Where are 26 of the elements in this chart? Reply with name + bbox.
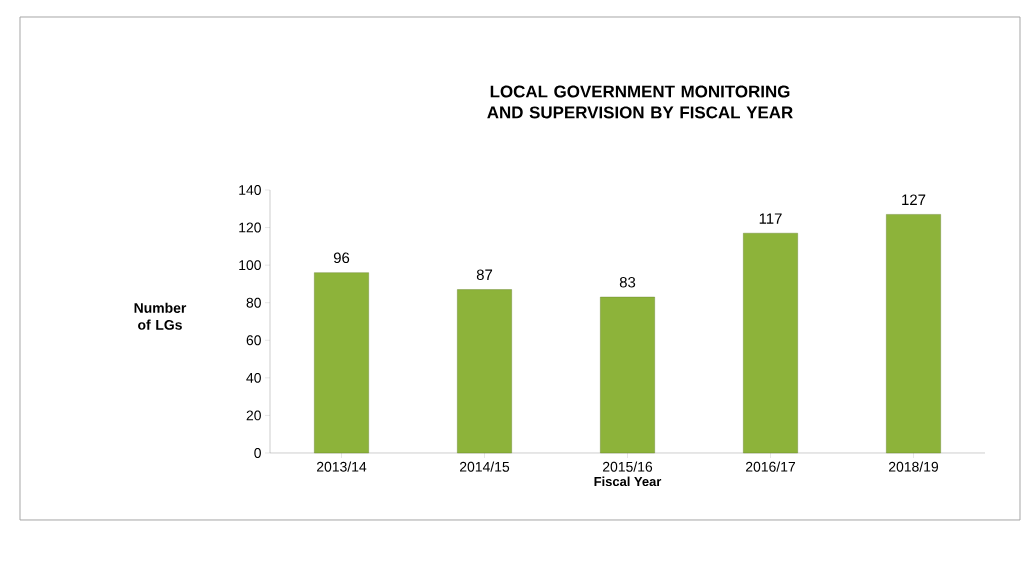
x-tick-label: 2018/19 <box>889 461 939 472</box>
bar <box>314 272 369 454</box>
bar <box>743 232 798 454</box>
y-tick-label: 140 <box>239 185 261 195</box>
x-tick-label: 2013/14 <box>317 461 367 472</box>
y-tick-label: 0 <box>254 448 261 458</box>
bar <box>886 214 941 454</box>
data-label: 87 <box>476 269 493 281</box>
y-tick-label: 100 <box>239 260 261 271</box>
x-axis-title: Fiscal Year <box>594 476 662 487</box>
y-tick-label: 80 <box>246 297 261 308</box>
y-tick-label: 40 <box>246 372 261 383</box>
x-tick-label: 2014/15 <box>460 461 510 472</box>
data-label: 96 <box>333 252 350 264</box>
bar <box>600 296 655 454</box>
data-label: 83 <box>619 276 636 288</box>
x-tick-label: 2016/17 <box>746 461 796 472</box>
y-tick-label: 60 <box>246 335 261 346</box>
y-tick-label: 120 <box>239 222 261 233</box>
y-axis-title: Number of LGs <box>134 302 187 330</box>
data-label: 117 <box>759 213 782 224</box>
x-tick-label: 2015/16 <box>603 461 653 472</box>
bar <box>457 289 512 454</box>
y-tick-label: 20 <box>246 410 261 421</box>
chart-title: LOCAL GOVERNMENT MONITORING AND SUPERVISION BY FISCAL YEAR <box>487 85 793 119</box>
data-label: 127 <box>902 194 926 205</box>
